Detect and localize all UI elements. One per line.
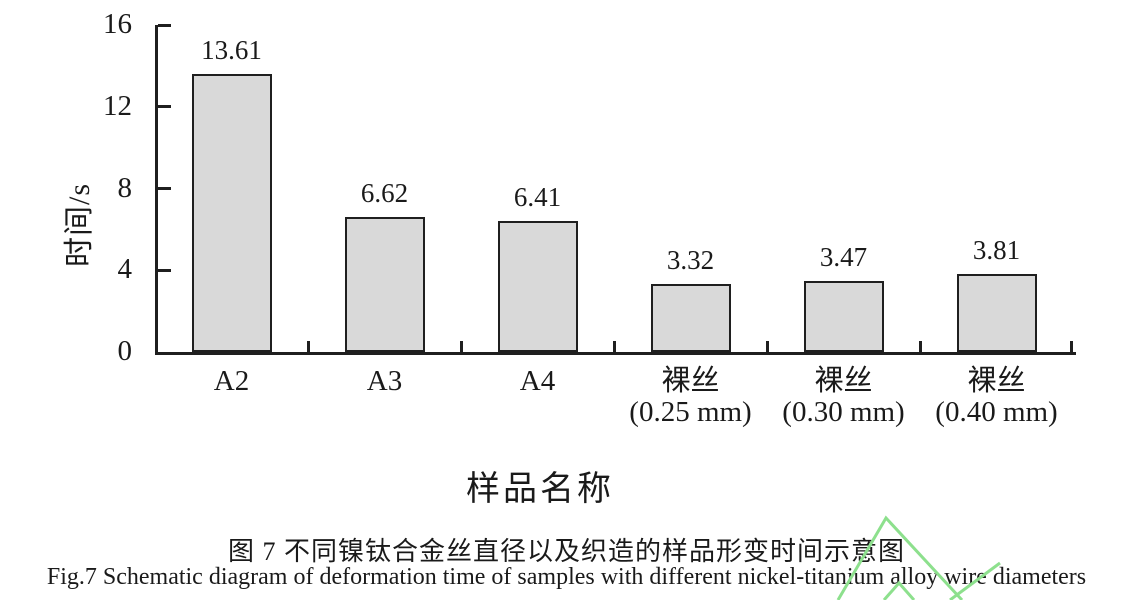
x-category-label: 裸丝 (0.30 mm): [764, 366, 924, 428]
x-category-label: A3: [305, 366, 465, 397]
y-axis-line: [155, 25, 158, 355]
x-category-label-line: (0.40 mm): [935, 396, 1058, 428]
bar-4: [803, 281, 884, 352]
x-category-label-line: (0.25 mm): [629, 396, 752, 428]
x-category-label-line: A4: [519, 365, 556, 397]
x-axis-title: 样品名称: [466, 471, 614, 508]
x-axis-tick: [918, 341, 922, 353]
y-axis-tick-label: 12: [103, 89, 132, 122]
y-axis-tick-label: 0: [117, 335, 133, 367]
bar-value-label: 6.41: [513, 181, 562, 212]
x-category-label-line: 裸丝: [814, 365, 873, 397]
x-category-label: 裸丝 (0.40 mm): [917, 366, 1077, 428]
x-category-label: A4: [458, 366, 618, 397]
x-category-label: A2: [152, 366, 312, 397]
y-axis-tick: [158, 105, 171, 109]
x-axis-tick: [765, 341, 769, 353]
x-axis-tick: [306, 341, 310, 353]
x-axis-tick: [612, 341, 616, 353]
figure-caption-chinese: 图 7 不同镍钛合金丝直径以及织造的样品形变时间示意图: [227, 537, 905, 566]
x-category-label-line: A3: [366, 365, 403, 397]
x-category-label-line: A2: [213, 365, 250, 397]
x-category-label-line: 裸丝: [661, 365, 720, 397]
x-category-label-line: (0.30 mm): [782, 396, 905, 428]
x-axis-tick: [459, 341, 463, 353]
x-category-label-line: 裸丝: [967, 365, 1026, 397]
bar-5: [956, 274, 1037, 352]
y-axis-tick-label: 4: [117, 253, 133, 286]
bar-value-label: 3.32: [666, 245, 715, 276]
y-axis-tick-label: 16: [103, 8, 132, 40]
x-axis-line: [155, 352, 1076, 355]
x-axis-end-tick: [1070, 341, 1073, 353]
bar-0: [191, 73, 272, 352]
bar-value-label: 3.47: [819, 242, 868, 273]
y-axis-tick: [158, 268, 171, 272]
y-axis-title: 时间/s: [63, 182, 96, 268]
figure-caption-english: Fig.7 Schematic diagram of deformation t…: [46, 564, 1087, 590]
bar-2: [497, 220, 578, 352]
y-axis-tick: [158, 187, 171, 190]
y-axis-tick-label: 8: [117, 171, 133, 204]
bar-1: [344, 216, 425, 352]
bar-value-label: 6.62: [360, 177, 409, 208]
y-axis-tick: [158, 23, 171, 27]
x-category-label: 裸丝 (0.25 mm): [611, 366, 771, 428]
bar-value-label: 3.81: [972, 235, 1021, 266]
bar-3: [650, 284, 731, 352]
bar-value-label: 13.61: [201, 34, 262, 65]
